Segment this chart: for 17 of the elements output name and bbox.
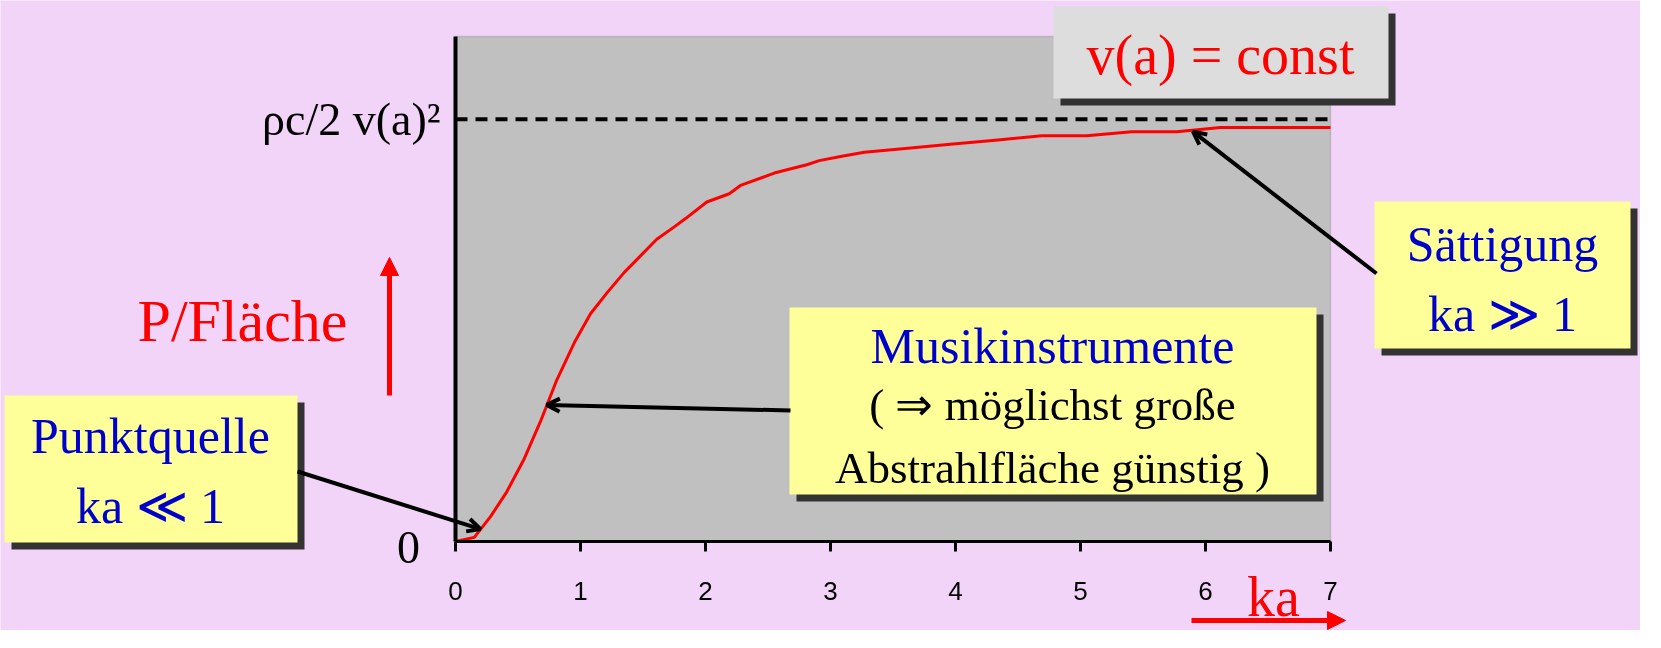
x-tick-label: 2 (698, 575, 713, 606)
x-tick-label: 6 (1198, 575, 1213, 606)
annotation: Sättigung ka ≫ 1 (1406, 215, 1599, 342)
y-axis-title: P/Fläche (137, 287, 348, 354)
x-axis-title: ka (1247, 565, 1301, 628)
x-tick-label: 5 (1073, 575, 1088, 606)
x-tick-label: 1 (573, 575, 588, 606)
x-tick-label: 0 (448, 575, 463, 606)
text: 0 (397, 522, 420, 573)
annotation: Punktquelle ka ≪ 1 (31, 407, 270, 534)
x-tick-label: 7 (1323, 575, 1338, 606)
x-tick-label: 3 (823, 575, 838, 606)
ref-line-label: ρc/2 v(a)² (262, 93, 441, 145)
annotation: ( ⇒ möglichst große Abstrahlfläche günstig ) (835, 380, 1270, 493)
x-tick-label: 4 (948, 575, 963, 606)
text: v(a) = const (1086, 23, 1355, 87)
annotation: Musikinstrumente (870, 317, 1235, 374)
